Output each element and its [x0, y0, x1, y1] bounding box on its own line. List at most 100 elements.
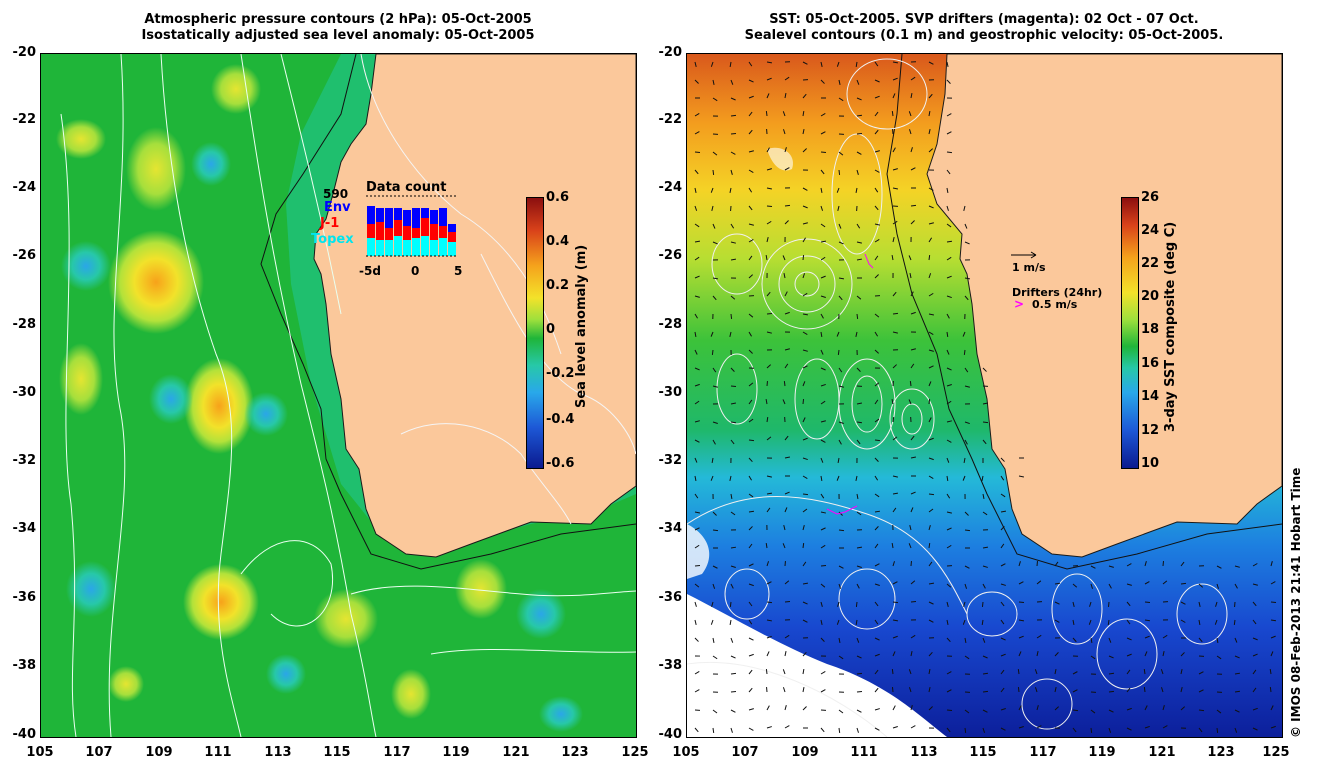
velocity-arrow — [1144, 651, 1148, 657]
velocity-arrow — [1088, 619, 1092, 625]
velocity-arrow — [928, 148, 934, 153]
velocity-arrow — [982, 655, 988, 659]
histogram-bar — [421, 218, 429, 236]
velocity-arrow — [874, 727, 880, 731]
velocity-arrow — [694, 493, 699, 499]
velocity-arrow — [928, 668, 931, 675]
velocity-arrow — [1108, 583, 1112, 589]
velocity-arrow — [748, 669, 753, 675]
velocity-arrow — [892, 635, 898, 639]
sla-tick-0.6: 0.6 — [546, 190, 570, 205]
right-xtick: 111 — [850, 745, 878, 760]
velocity-arrow — [820, 331, 823, 338]
velocity-arrow — [1054, 619, 1060, 623]
velocity-arrow — [1054, 561, 1059, 567]
velocity-arrow — [784, 435, 789, 441]
velocity-arrow — [1000, 637, 1006, 641]
velocity-arrow — [964, 583, 968, 589]
velocity-arrow — [694, 583, 700, 588]
velocity-arrow — [982, 421, 989, 424]
velocity-arrow — [910, 705, 913, 711]
velocity-arrow — [928, 398, 931, 405]
drifters-scale-label: 0.5 m/s — [1032, 298, 1078, 311]
velocity-arrow — [784, 507, 788, 513]
velocity-arrow — [766, 331, 772, 334]
right-xtick: 119 — [1088, 745, 1116, 760]
velocity-arrow — [856, 97, 862, 101]
left-ytick: -34 — [12, 521, 37, 536]
velocity-arrow — [892, 168, 898, 171]
right-ytick: -40 — [658, 727, 683, 742]
velocity-arrow — [1018, 581, 1024, 585]
velocity-arrow — [1162, 651, 1165, 657]
velocity-arrow — [820, 671, 826, 675]
velocity-arrow — [802, 619, 808, 623]
velocity-arrow — [892, 601, 899, 604]
velocity-arrow — [1270, 635, 1276, 639]
histogram-xtick-zero: 0 — [411, 264, 420, 278]
velocity-arrow — [784, 147, 787, 153]
velocity-arrow — [694, 619, 697, 625]
velocity-arrow — [694, 187, 697, 193]
left-title-line1: Atmospheric pressure contours (2 hPa): 0… — [144, 12, 532, 27]
velocity-arrow — [1180, 706, 1186, 711]
velocity-arrow — [946, 439, 952, 443]
velocity-arrow — [1054, 687, 1057, 693]
velocity-arrow — [820, 439, 826, 443]
velocity-arrow — [874, 331, 879, 337]
velocity-arrow — [910, 435, 915, 441]
velocity-arrow — [836, 475, 840, 481]
velocity-arrow — [1036, 580, 1042, 585]
velocity-arrow — [910, 725, 916, 729]
right-title-line1: SST: 05-Oct-2005. SVP drifters (magenta)… — [769, 12, 1199, 27]
velocity-arrow — [964, 727, 967, 734]
velocity-arrow — [874, 111, 879, 117]
velocity-arrow — [766, 312, 773, 315]
velocity-arrow — [874, 418, 880, 423]
velocity-arrow — [712, 565, 718, 569]
velocity-arrow — [712, 583, 716, 589]
velocity-arrow — [802, 313, 809, 316]
velocity-arrow — [784, 651, 787, 657]
velocity-arrow — [712, 223, 716, 229]
velocity-arrow — [946, 313, 950, 319]
velocity-arrow — [1107, 619, 1110, 626]
velocity-arrow — [820, 151, 827, 154]
right-ytick: -36 — [658, 590, 683, 605]
velocity-arrow — [891, 110, 894, 117]
velocity-arrow — [802, 706, 807, 711]
velocity-arrow — [891, 686, 894, 693]
histogram-bar — [421, 208, 429, 218]
velocity-arrow — [1198, 583, 1204, 588]
velocity-arrow — [802, 254, 805, 261]
velocity-arrow — [908, 687, 912, 693]
sst-map-graphic — [687, 54, 1282, 737]
velocity-arrow — [1036, 651, 1039, 657]
velocity-arrow — [748, 708, 754, 711]
velocity-arrow — [730, 79, 734, 85]
right-xtick: 117 — [1029, 745, 1057, 760]
velocity-arrow — [946, 205, 949, 211]
velocity-arrow — [946, 256, 952, 261]
sla-map-graphic — [41, 54, 636, 737]
velocity-arrow — [964, 385, 970, 388]
velocity-arrow — [856, 583, 860, 589]
velocity-arrow — [730, 672, 737, 675]
left-ytick: -20 — [12, 45, 37, 60]
velocity-arrow — [838, 727, 841, 734]
left-ytick: -38 — [12, 658, 37, 673]
velocity-arrow — [1054, 582, 1061, 585]
velocity-arrow — [964, 277, 971, 280]
velocity-arrow — [1252, 707, 1258, 711]
velocity-arrow — [928, 187, 934, 191]
sla-colorbar-title: Sea level anomaly (m) — [574, 244, 589, 408]
velocity-arrow — [892, 291, 897, 297]
velocity-arrow — [784, 220, 789, 225]
sst-tick-12: 12 — [1141, 423, 1160, 438]
velocity-arrow — [748, 255, 753, 261]
left-ytick: -22 — [12, 112, 37, 127]
velocity-arrow — [712, 277, 719, 280]
velocity-arrow — [946, 420, 952, 423]
velocity-arrow — [820, 367, 826, 371]
velocity-arrow — [856, 169, 859, 175]
